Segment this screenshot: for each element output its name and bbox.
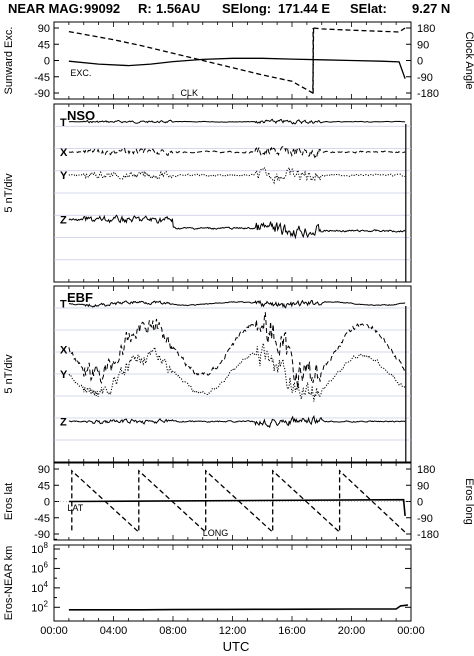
y-tick-label: 90: [38, 23, 50, 35]
y-tick-label: 104: [31, 580, 48, 595]
y-axis-title: 5 nT/div: [3, 354, 15, 394]
trace-t-ebf: [68, 299, 406, 309]
y-tick-label: -90: [34, 88, 50, 100]
y-axis-title: Eros lat: [3, 483, 15, 520]
y-tick-label-right: 180: [417, 23, 435, 35]
y-tick-label: 45: [38, 480, 50, 492]
trace-label-t: T: [60, 117, 67, 129]
series-label-exc: EXC.: [70, 68, 91, 78]
y-tick-label-right: -180: [417, 529, 439, 541]
series-label-clk: CLK: [180, 88, 198, 98]
y-tick-label-right: -180: [417, 88, 439, 100]
y-axis-title: 5 nT/div: [3, 173, 15, 213]
y-tick-label-right: 0: [417, 56, 423, 68]
x-axis: 00:00 04:00 08:00 12:00 16:00 20:00 00:00: [40, 625, 425, 637]
header-selat-label: SElat:: [350, 1, 387, 16]
trace-label-x: X: [60, 344, 68, 356]
trace-label-y: Y: [60, 369, 68, 381]
y-tick-label: -90: [34, 529, 50, 541]
header-selong-value: 171.44 E: [278, 1, 330, 16]
trace-z-nso: [68, 214, 406, 240]
y-tick-label-right: 90: [417, 480, 429, 492]
y-tick-label-right: 180: [417, 464, 435, 476]
panels: 90 45 0 -45 -90 180 90 0 -90 -180 Sunward Exc. Cloc…: [3, 21, 474, 622]
trace-y-ebf: [68, 341, 406, 402]
y-tick-label: 45: [38, 39, 50, 51]
y-tick-label: 0: [44, 497, 50, 509]
trace-label-y: Y: [60, 170, 68, 182]
trace-label-z: Z: [60, 215, 67, 227]
x-tick-label: 08:00: [159, 625, 187, 637]
series-label-lat: LAT: [67, 503, 83, 513]
header-mission: NEAR MAG:: [8, 1, 83, 16]
trace-label-x: X: [60, 147, 68, 159]
series-clk-line: [68, 27, 406, 95]
y-tick-label: 0: [44, 56, 50, 68]
y-tick-label: -45: [34, 513, 50, 525]
series-lat-line: [68, 498, 406, 516]
y-tick-label: 90: [38, 464, 50, 476]
series-long-line: [71, 469, 406, 533]
y-axis-title-right: Eros long: [463, 478, 474, 524]
panel-label-ebf: EBF: [67, 290, 93, 305]
x-axis-title: UTC: [223, 639, 250, 654]
x-tick-label: 00:00: [397, 625, 425, 637]
y-tick-label-right: 90: [417, 39, 429, 51]
header-r-value: 1.56AU: [156, 1, 200, 16]
y-tick-label: 102: [31, 599, 48, 614]
y-tick-label: 106: [31, 560, 48, 575]
series-range-line: [68, 604, 409, 611]
y-tick-label: -45: [34, 72, 50, 84]
trace-t-nso: [68, 118, 406, 125]
y-tick-label-right: -90: [417, 72, 433, 84]
x-tick-label: 16:00: [278, 625, 306, 637]
series-label-long: LONG: [203, 528, 229, 538]
y-axis-title: Sunward Exc.: [3, 27, 15, 95]
y-tick-label: 108: [31, 541, 48, 556]
header-selat-value: 9.27 N: [412, 1, 450, 16]
header-r-label: R:: [138, 1, 152, 16]
y-axis-title-right: Clock Angle: [463, 31, 474, 89]
trace-x-nso: [68, 145, 406, 160]
trace-x-ebf: [68, 312, 406, 389]
series-exc-line: [68, 57, 406, 79]
trace-label-z: Z: [60, 417, 67, 429]
x-tick-label: 20:00: [338, 625, 366, 637]
x-tick-label: 12:00: [219, 625, 247, 637]
header-date: 99092: [84, 1, 120, 16]
figure-header: NEAR MAG: 99092 R: 1.56AU SElong: 171.44…: [8, 1, 450, 16]
y-axis-title: Eros-NEAR km: [3, 546, 15, 621]
x-tick-label: 00:00: [40, 625, 68, 637]
y-tick-label-right: 0: [417, 497, 423, 509]
header-selong-label: SElong:: [222, 1, 271, 16]
trace-label-t: T: [60, 299, 67, 311]
trace-z-ebf: [68, 414, 406, 429]
x-tick-label: 04:00: [100, 625, 128, 637]
trace-y-nso: [68, 165, 406, 185]
panel-label-nso: NSO: [67, 108, 95, 123]
y-tick-label-right: -90: [417, 513, 433, 525]
